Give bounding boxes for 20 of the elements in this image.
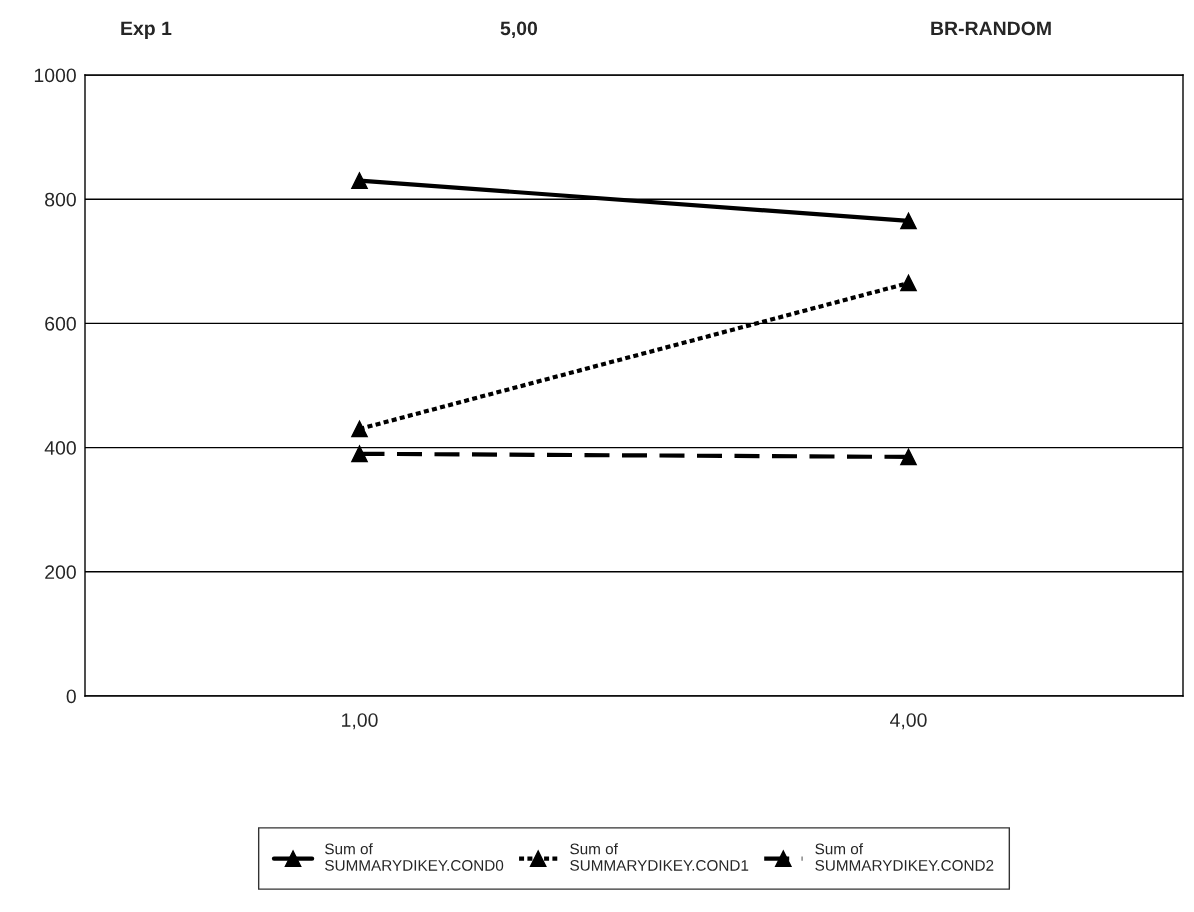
- point: [900, 212, 917, 230]
- legend-label: Sum of SUMMARYDIKEY.COND0: [325, 843, 504, 871]
- point: [900, 274, 917, 292]
- y-tick-label: 800: [45, 192, 76, 207]
- text: BR-RANDOM: [931, 21, 1051, 36]
- y-tick-label: 0: [66, 689, 76, 704]
- y-tick-label: 1000: [34, 68, 76, 83]
- legend-label: Sum of SUMMARYDIKEY.COND2: [815, 843, 994, 871]
- y-tick-label: 400: [44, 441, 76, 455]
- point: [900, 448, 917, 466]
- point: [351, 445, 368, 463]
- x-tick-label: 4,00: [890, 713, 927, 730]
- text: Exp 1: [121, 21, 172, 40]
- legend-label: Sum of SUMMARYDIKEY.COND1: [570, 843, 749, 871]
- text: 5,00: [500, 21, 538, 39]
- x-tick-label: 1,00: [342, 713, 378, 730]
- point: [351, 420, 368, 438]
- point: [351, 172, 368, 189]
- y-tick-label: 200: [45, 565, 76, 580]
- y-tick-label: 600: [45, 316, 76, 331]
